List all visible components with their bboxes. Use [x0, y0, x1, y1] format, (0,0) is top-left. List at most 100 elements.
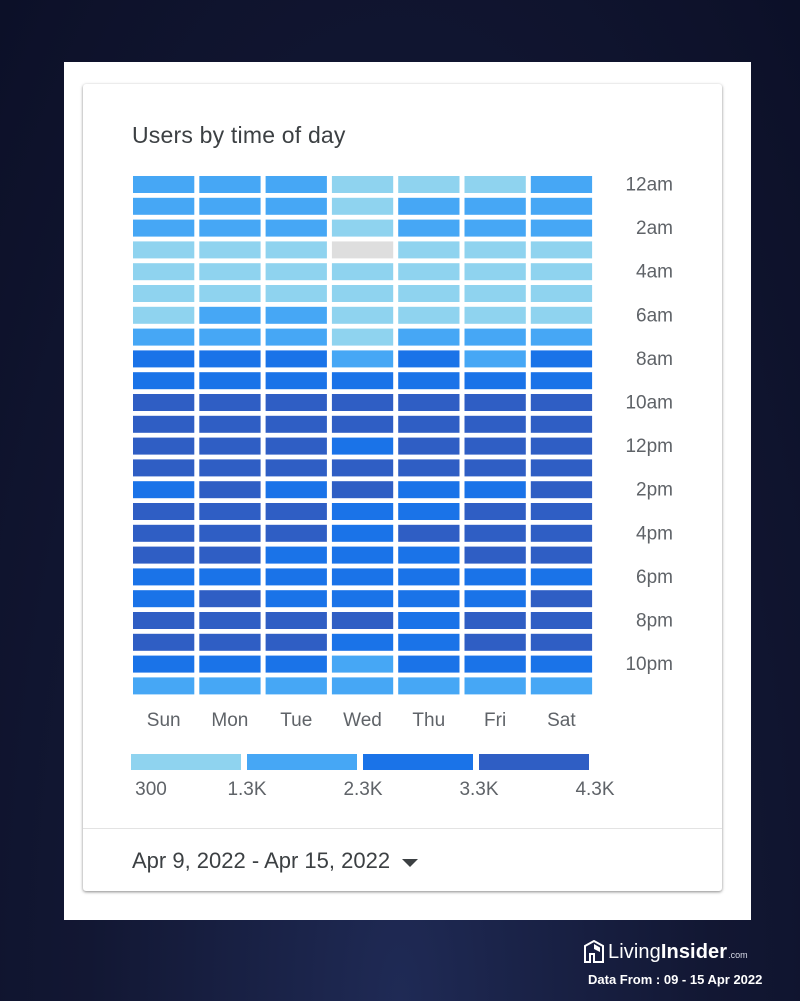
heatmap-cell-sat-8pm — [530, 612, 593, 629]
legend-tick-label-4: 3.3K — [459, 779, 498, 800]
heatmap-cell-sun-9am — [133, 372, 195, 390]
data-source-note: Data From : 09 - 15 Apr 2022 — [588, 972, 763, 987]
heatmap-cell-wed-6pm — [331, 568, 394, 586]
heatmap-cell-tue-8am — [265, 350, 327, 368]
heatmap-cell-tue-1pm — [265, 459, 327, 477]
heatmap-cell-thu-12am — [398, 176, 460, 193]
brand-name-bold: Insider — [660, 940, 728, 963]
heatmap-cell-sun-1am — [133, 197, 195, 215]
heatmap-cell-sat-9am — [530, 372, 593, 390]
x-tick-label-fri: Fri — [484, 710, 506, 731]
heatmap-cell-thu-4am — [398, 263, 460, 281]
y-tick-label-2pm: 2pm — [636, 480, 673, 501]
heatmap-cell-tue-10pm — [265, 655, 327, 673]
heatmap-cell-thu-7pm — [398, 590, 460, 608]
y-tick-label-10pm: 10pm — [625, 654, 673, 675]
heatmap-cell-wed-2pm — [331, 481, 394, 499]
heatmap-cell-sat-7am — [530, 328, 593, 346]
heatmap-cell-fri-7pm — [464, 590, 526, 608]
heatmap-cell-mon-3am — [199, 241, 261, 259]
heatmap-cell-fri-3pm — [464, 503, 526, 520]
heatmap-cell-tue-5pm — [265, 546, 327, 564]
heatmap-cell-mon-5pm — [199, 546, 261, 564]
heatmap-cell-sun-4am — [133, 263, 195, 281]
y-tick-label-4pm: 4pm — [636, 523, 673, 544]
brand-name: LivingInsider — [608, 941, 727, 964]
heatmap-cell-thu-4pm — [398, 524, 460, 542]
heatmap-cell-thu-8am — [398, 350, 460, 368]
heatmap-cell-mon-1pm — [199, 459, 261, 477]
x-tick-label-mon: Mon — [211, 710, 248, 731]
heatmap-cell-thu-9pm — [398, 633, 460, 651]
heatmap-cell-sun-12pm — [133, 437, 195, 455]
heatmap-cell-sat-5am — [530, 285, 593, 302]
heatmap-cell-wed-1pm — [331, 459, 394, 477]
heatmap-cell-tue-10am — [265, 394, 327, 411]
y-tick-label-4am: 4am — [636, 262, 673, 283]
heatmap-cell-fri-9pm — [464, 633, 526, 651]
heatmap-cell-thu-3am — [398, 241, 460, 259]
heatmap-cell-sun-3pm — [133, 503, 195, 520]
heatmap-cell-sun-9pm — [133, 633, 195, 651]
heatmap-cell-wed-3pm — [331, 503, 394, 520]
heatmap-cell-fri-8pm — [464, 612, 526, 629]
heatmap-cell-sat-10pm — [530, 655, 593, 673]
heatmap-cell-mon-10pm — [199, 655, 261, 673]
heatmap-cell-thu-12pm — [398, 437, 460, 455]
heatmap-cell-thu-6pm — [398, 568, 460, 586]
heatmap-cell-wed-5am — [331, 285, 394, 302]
heatmap-cell-mon-1am — [199, 197, 261, 215]
heatmap-chart: 12am 2am 4am 6am 8am 10am 12pm 2pm 4pm 6pm 8pm 10pm… — [131, 175, 673, 800]
legend-tick-label-3: 2.3K — [343, 779, 382, 800]
y-tick-label-6pm: 6pm — [636, 567, 673, 588]
heatmap-cell-sat-10am — [530, 394, 593, 411]
chart-title: Users by time of day — [132, 122, 346, 148]
heatmap-cell-tue-9pm — [265, 633, 327, 651]
heatmap-cell-thu-9am — [398, 372, 460, 390]
heatmap-cell-fri-10am — [464, 394, 526, 411]
heatmap-cell-sat-2pm — [530, 481, 593, 499]
heatmap-cell-mon-12am — [199, 176, 261, 193]
heatmap-cell-thu-1am — [398, 197, 460, 215]
heatmap-cell-sun-12am — [133, 176, 195, 193]
x-tick-label-sun: Sun — [147, 710, 181, 731]
heatmap-cell-mon-11am — [199, 415, 261, 433]
heatmap-cell-fri-5pm — [464, 546, 526, 564]
heatmap-cell-fri-4pm — [464, 524, 526, 542]
heatmap-cell-tue-2am — [265, 219, 327, 237]
heatmap-cell-fri-4am — [464, 263, 526, 281]
brand-suffix: .com — [728, 950, 748, 960]
heatmap-cell-sun-10am — [133, 394, 195, 411]
heatmap-cell-wed-8am — [331, 350, 394, 368]
heatmap-cell-thu-11pm — [398, 677, 460, 695]
heatmap-cell-wed-5pm — [331, 546, 394, 564]
heatmap-cell-fri-5am — [464, 285, 526, 302]
heatmap-cell-wed-3am — [331, 241, 394, 259]
heatmap-cell-fri-3am — [464, 241, 526, 259]
heatmap-cell-fri-8am — [464, 350, 526, 368]
heatmap-cell-tue-7pm — [265, 590, 327, 608]
heatmap-cell-sat-6am — [530, 306, 593, 324]
date-range-selector[interactable]: Apr 9, 2022 - Apr 15, 2022 — [132, 846, 419, 876]
heatmap-cell-thu-7am — [398, 328, 460, 346]
heatmap-cell-wed-12pm — [331, 437, 394, 455]
heatmap-cell-sun-8pm — [133, 612, 195, 629]
heatmap-cell-fri-6pm — [464, 568, 526, 586]
heatmap-cell-wed-6am — [331, 306, 394, 324]
heatmap-cell-mon-5am — [199, 285, 261, 302]
heatmap-cell-mon-7pm — [199, 590, 261, 608]
heatmap-cell-fri-6am — [464, 306, 526, 324]
heatmap-cell-thu-8pm — [398, 612, 460, 629]
heatmap-cell-mon-3pm — [199, 503, 261, 520]
heatmap-cell-tue-6pm — [265, 568, 327, 586]
heatmap-cell-wed-7am — [331, 328, 394, 346]
legend-swatch-3 — [363, 754, 473, 770]
heatmap-cell-sat-4am — [530, 263, 593, 281]
heatmap-cell-sat-12pm — [530, 437, 593, 455]
heatmap-cell-mon-10am — [199, 394, 261, 411]
heatmap-cell-wed-2am — [331, 219, 394, 237]
heatmap-cell-tue-3pm — [265, 503, 327, 520]
heatmap-cell-fri-2am — [464, 219, 526, 237]
heatmap-cell-wed-10pm — [331, 655, 394, 673]
heatmap-cell-mon-2pm — [199, 481, 261, 499]
